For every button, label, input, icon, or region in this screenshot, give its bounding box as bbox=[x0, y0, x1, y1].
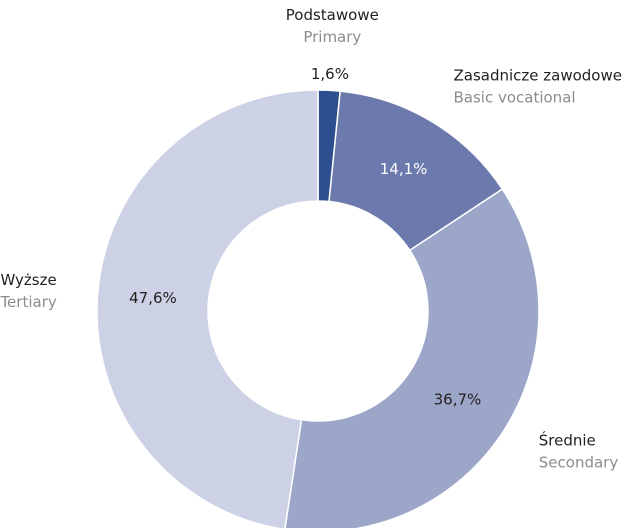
value-label: 1,6% bbox=[311, 65, 349, 83]
category-subtitle: Primary bbox=[303, 28, 361, 46]
value-label: 14,1% bbox=[380, 160, 428, 178]
category-label: Wyższe bbox=[0, 271, 56, 289]
category-label: Średnie bbox=[539, 431, 596, 450]
donut-slice bbox=[284, 188, 540, 528]
value-label: 47,6% bbox=[129, 289, 177, 307]
category-label: Podstawowe bbox=[286, 6, 379, 24]
category-subtitle: Tertiary bbox=[0, 293, 57, 311]
category-subtitle: Secondary bbox=[539, 454, 619, 472]
category-label: Zasadnicze zawodowe bbox=[453, 66, 621, 84]
value-label: 36,7% bbox=[434, 391, 482, 409]
donut-slice bbox=[96, 89, 319, 528]
category-subtitle: Basic vocational bbox=[453, 88, 575, 106]
